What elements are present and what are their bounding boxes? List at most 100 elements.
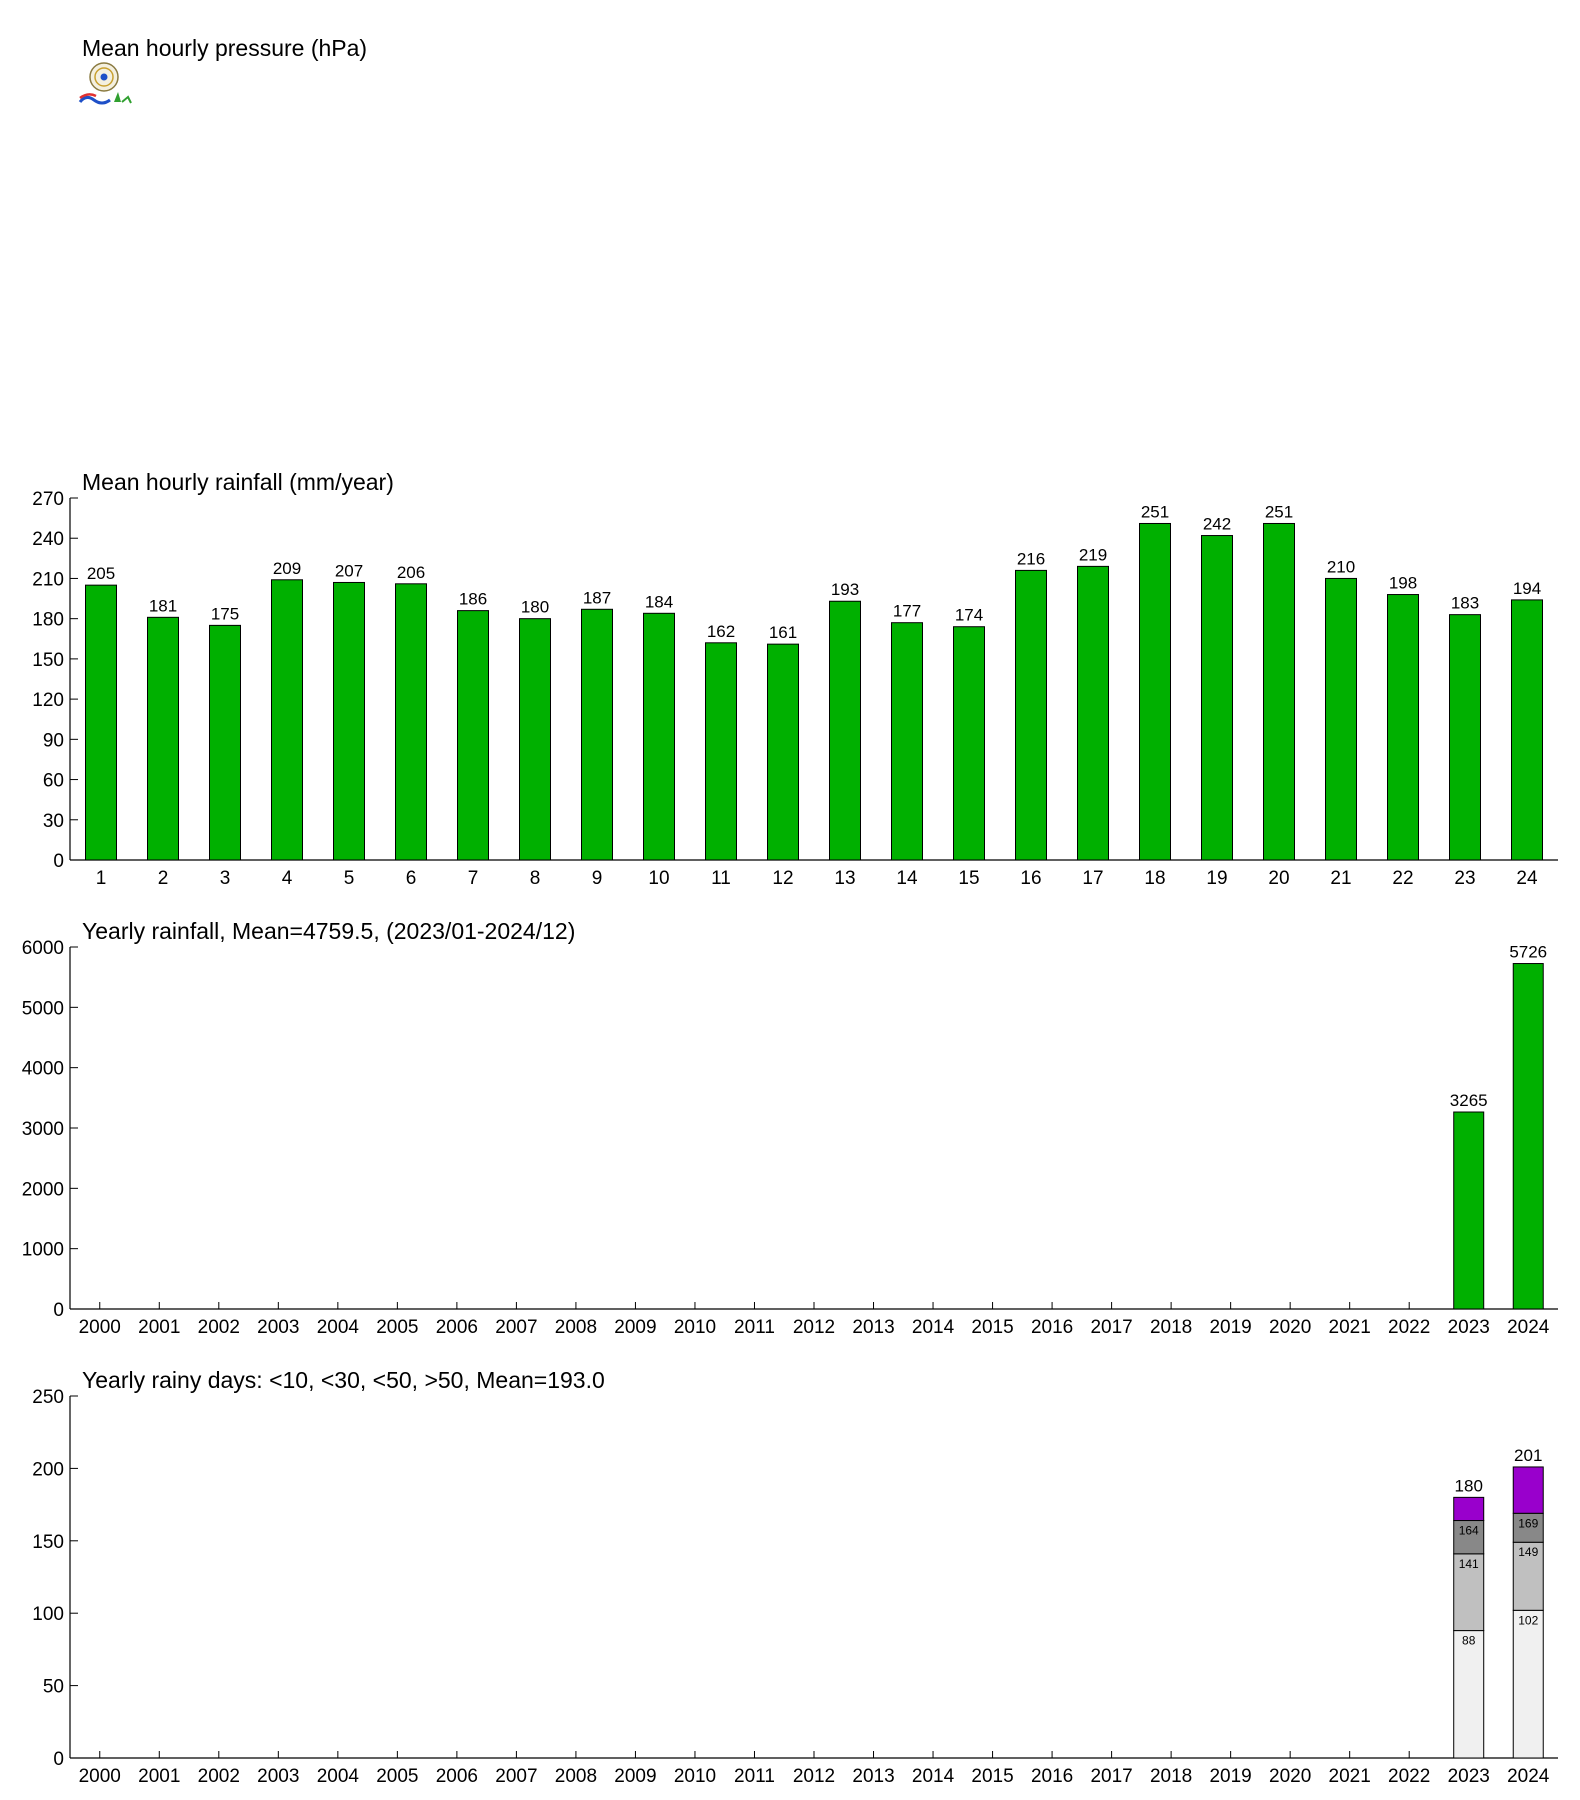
hourly-rainfall-y-tick-label: 60 xyxy=(43,771,64,792)
hourly-rainfall-x-tick-label: 1 xyxy=(96,868,107,889)
rainy-days-x-tick-label: 2006 xyxy=(436,1766,478,1787)
hourly-rainfall-bar-label: 242 xyxy=(1203,515,1231,534)
rainy-days-segment xyxy=(1453,1520,1485,1555)
yearly-rainfall-y-tick-label: 0 xyxy=(53,1300,64,1321)
yearly-rainfall-panel: Yearly rainfall, Mean=4759.5, (2023/01-2… xyxy=(22,918,1558,1338)
hourly-rainfall-bar-label: 198 xyxy=(1389,574,1417,593)
rainy-days-segment-label: 149 xyxy=(1518,1545,1538,1559)
hourly-rainfall-bar xyxy=(1015,569,1047,861)
yearly-rainfall-y-tick-label: 4000 xyxy=(22,1059,64,1080)
hourly-rainfall-bar-label: 210 xyxy=(1327,557,1355,576)
rainy-days-x-tick-label: 2015 xyxy=(971,1766,1013,1787)
rainy-days-x-tick-label: 2017 xyxy=(1090,1766,1132,1787)
rainy-days-segment-label: 164 xyxy=(1459,1524,1479,1538)
yearly-rainfall-bar-label: 3265 xyxy=(1450,1091,1488,1110)
yearly-rainfall-x-tick-label: 2015 xyxy=(971,1317,1013,1338)
observatory-logo xyxy=(78,62,132,105)
yearly-rainfall-x-tick-label: 2013 xyxy=(852,1317,894,1338)
hourly-rainfall-bar-label: 193 xyxy=(831,580,859,599)
yearly-rainfall-x-tick-label: 2023 xyxy=(1448,1317,1490,1338)
hourly-rainfall-bar xyxy=(953,626,985,861)
yearly-rainfall-x-tick-label: 2005 xyxy=(376,1317,418,1338)
hourly-rainfall-bar xyxy=(1325,577,1357,861)
yearly-rainfall-x-tick-label: 2017 xyxy=(1090,1317,1132,1338)
rainy-days-y-tick-label: 150 xyxy=(32,1532,64,1553)
rainy-days-x-tick-label: 2007 xyxy=(495,1766,537,1787)
hourly-rainfall-bar xyxy=(581,608,613,861)
yearly-rainfall-y-tick-label: 5000 xyxy=(22,998,64,1019)
hourly-rainfall-bar xyxy=(1449,614,1481,861)
hourly-rainfall-x-tick-label: 21 xyxy=(1330,868,1351,889)
rainy-days-x-tick-label: 2004 xyxy=(317,1766,360,1787)
yearly-rainfall-y-tick-label: 3000 xyxy=(22,1119,64,1140)
hourly-rainfall-bar-label: 175 xyxy=(211,604,239,623)
rainy-days-x-tick-label: 2009 xyxy=(614,1766,656,1787)
hourly-rainfall-panel: Mean hourly rainfall (mm/year) 030609012… xyxy=(32,469,1558,889)
hourly-rainfall-bar xyxy=(147,616,179,861)
yearly-rainfall-x-tick-label: 2009 xyxy=(614,1317,656,1338)
hourly-rainfall-y-tick-label: 150 xyxy=(32,650,64,671)
yearly-rainfall-y-tick-label: 1000 xyxy=(22,1240,64,1261)
rainy-days-x-tick-label: 2013 xyxy=(852,1766,894,1787)
hourly-rainfall-bar-label: 161 xyxy=(769,623,797,642)
hourly-rainfall-x-tick-label: 18 xyxy=(1144,868,1165,889)
rainy-days-segment xyxy=(1512,1541,1544,1611)
hourly-rainfall-bar xyxy=(85,584,117,861)
rainy-days-y-tick-label: 100 xyxy=(32,1604,64,1625)
rainy-days-y-tick-label: 0 xyxy=(53,1749,64,1770)
hourly-rainfall-bar-label: 251 xyxy=(1141,502,1169,521)
rainy-days-total-label: 180 xyxy=(1455,1476,1483,1495)
rainy-days-segment xyxy=(1512,1609,1544,1759)
rainy-days-segment-label: 169 xyxy=(1518,1516,1538,1530)
hourly-rainfall-bar-label: 216 xyxy=(1017,549,1045,568)
yearly-rainfall-x-tick-label: 2007 xyxy=(495,1317,537,1338)
rainy-days-segment xyxy=(1512,1512,1544,1543)
hourly-rainfall-x-tick-label: 10 xyxy=(648,868,669,889)
hourly-rainfall-bar xyxy=(829,600,861,861)
rainy-days-x-tick-label: 2005 xyxy=(376,1766,418,1787)
hourly-rainfall-bar xyxy=(643,612,675,861)
hourly-rainfall-bar-label: 251 xyxy=(1265,502,1293,521)
hourly-rainfall-x-tick-label: 15 xyxy=(958,868,979,889)
hourly-rainfall-y-tick-label: 180 xyxy=(32,610,64,631)
rainy-days-x-tick-label: 2014 xyxy=(912,1766,955,1787)
hourly-rainfall-y-tick-label: 0 xyxy=(53,851,64,872)
rainy-days-x-tick-label: 2019 xyxy=(1209,1766,1251,1787)
hourly-rainfall-bar-label: 184 xyxy=(645,592,673,611)
hourly-rainfall-bar xyxy=(1139,522,1171,861)
rainy-days-x-tick-label: 2011 xyxy=(734,1766,775,1787)
yearly-rainfall-y-tick-label: 2000 xyxy=(22,1179,64,1200)
hourly-rainfall-bar xyxy=(767,643,799,861)
yearly-rainfall-x-tick-label: 2018 xyxy=(1150,1317,1192,1338)
rainy-days-panel: Yearly rainy days: <10, <30, <50, >50, M… xyxy=(32,1367,1558,1787)
hourly-rainfall-bar-label: 186 xyxy=(459,590,487,609)
hourly-rainfall-x-tick-label: 2 xyxy=(158,868,169,889)
yearly-rainfall-x-tick-label: 2001 xyxy=(138,1317,180,1338)
hourly-rainfall-x-tick-label: 23 xyxy=(1454,868,1475,889)
yearly-rainfall-y-tick-label: 6000 xyxy=(22,938,64,959)
hourly-rainfall-x-tick-label: 13 xyxy=(834,868,855,889)
hourly-rainfall-x-tick-label: 6 xyxy=(406,868,417,889)
hourly-rainfall-bar xyxy=(1263,522,1295,861)
hourly-rainfall-bar-label: 180 xyxy=(521,598,549,617)
rainy-days-x-tick-label: 2016 xyxy=(1031,1766,1073,1787)
hourly-rainfall-bar-label: 162 xyxy=(707,622,735,641)
rainy-days-x-tick-label: 2010 xyxy=(674,1766,716,1787)
hourly-rainfall-bar xyxy=(333,581,365,861)
yearly-rainfall-x-tick-label: 2000 xyxy=(79,1317,121,1338)
yearly-rainfall-bar xyxy=(1512,963,1544,1310)
hourly-rainfall-bar xyxy=(209,624,241,861)
yearly-rainfall-x-tick-label: 2021 xyxy=(1329,1317,1371,1338)
hourly-rainfall-y-tick-label: 30 xyxy=(43,811,64,832)
hourly-rainfall-x-tick-label: 19 xyxy=(1206,868,1227,889)
hourly-rainfall-bar-label: 219 xyxy=(1079,545,1107,564)
rainy-days-y-tick-label: 50 xyxy=(43,1677,64,1698)
yearly-rainfall-x-tick-label: 2003 xyxy=(257,1317,299,1338)
hourly-rainfall-x-tick-label: 20 xyxy=(1268,868,1289,889)
hourly-rainfall-x-tick-label: 4 xyxy=(282,868,293,889)
yearly-rainfall-bar xyxy=(1453,1111,1485,1310)
hourly-rainfall-bar xyxy=(705,642,737,861)
yearly-rainfall-x-tick-label: 2002 xyxy=(198,1317,240,1338)
hourly-rainfall-bar-label: 187 xyxy=(583,588,611,607)
rainy-days-x-tick-label: 2008 xyxy=(555,1766,597,1787)
